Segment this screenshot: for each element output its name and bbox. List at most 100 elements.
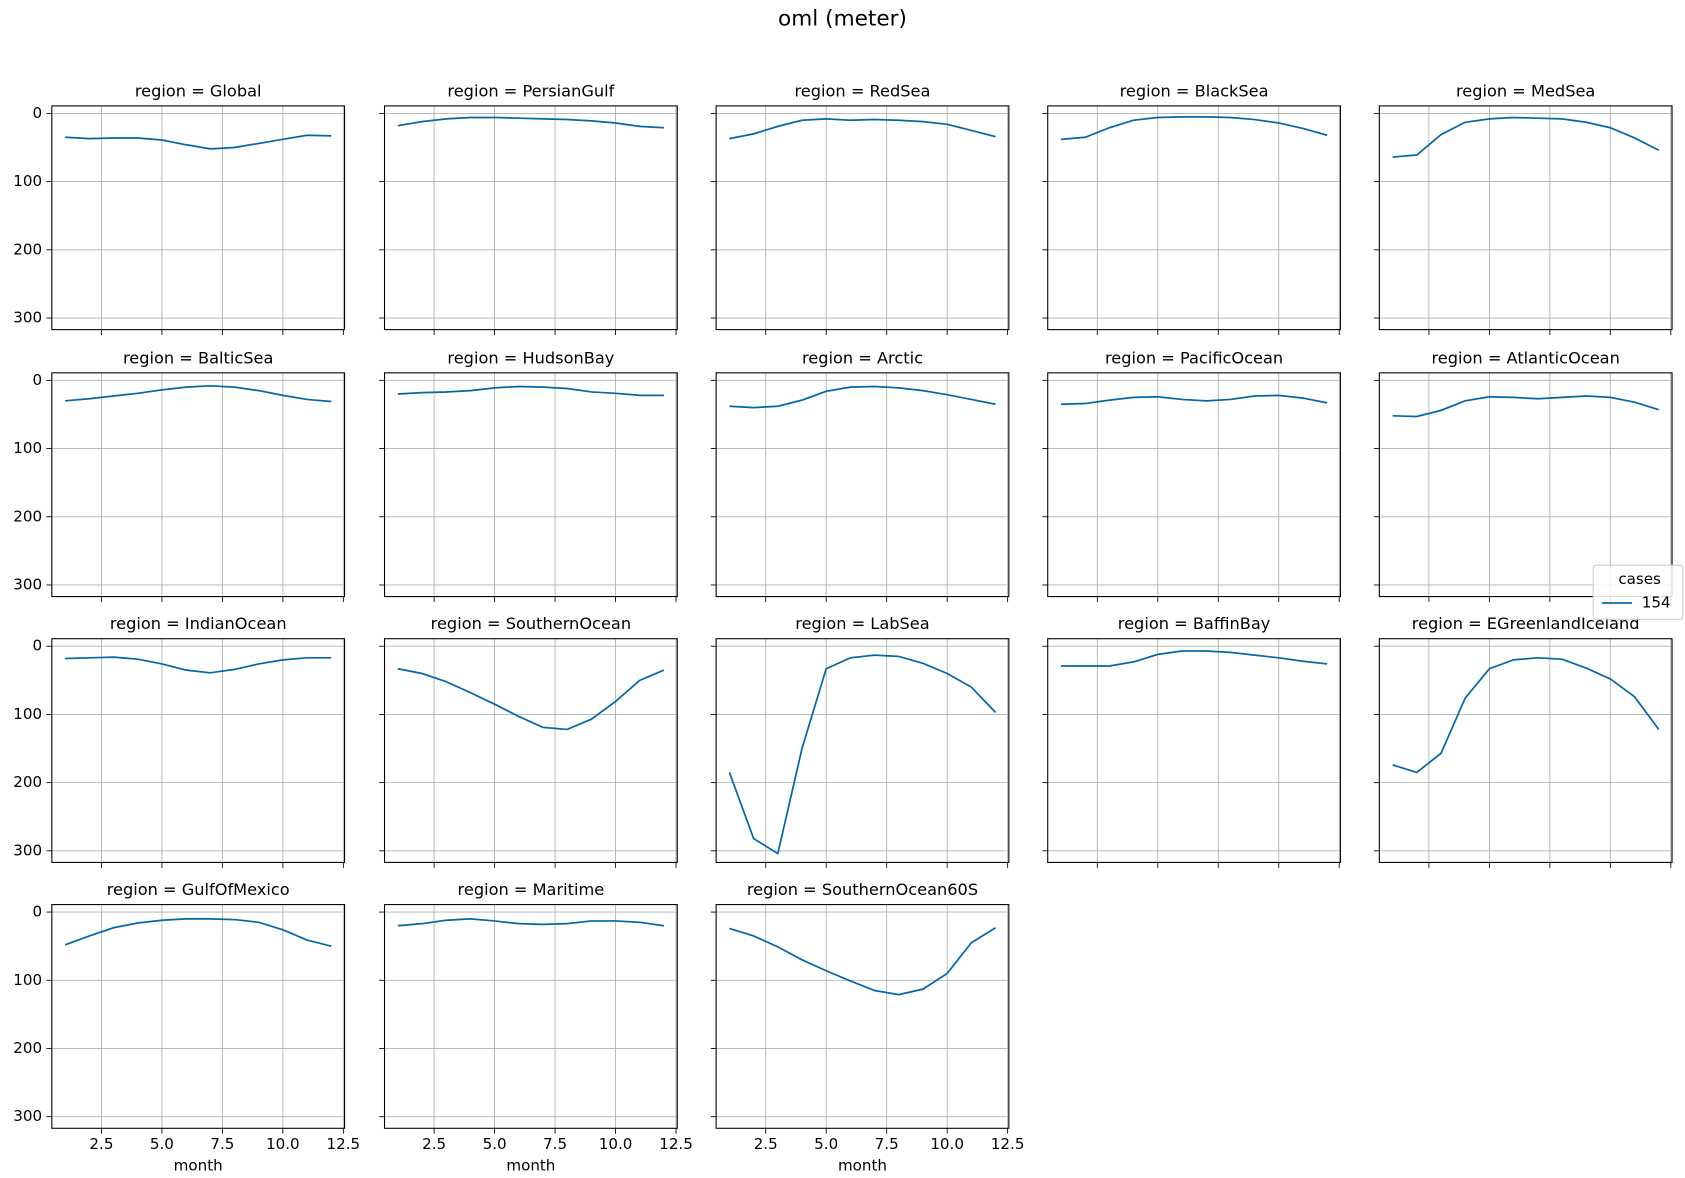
x-tick-label: 7.5 [875,1135,899,1153]
y-tick-label: 200 [13,773,42,791]
panel-frame [1047,372,1341,598]
x-tick-label: 2.5 [422,1135,446,1153]
y-tick-label: 0 [33,637,43,655]
legend: cases 154 [1592,564,1684,620]
legend-label: 154 [1642,594,1671,612]
y-tick-label: 0 [33,371,43,389]
panel-title: region = EGreenlandIceland [1412,614,1640,633]
panel-frame [1378,638,1673,863]
panel-title: region = Arctic [802,348,923,367]
data-line [1392,656,1660,774]
panel: region = IndianOcean 0 100 200 300 [13,614,346,868]
data-line [64,918,332,948]
panel-title: region = BalticSea [123,348,273,367]
data-line [397,918,665,927]
y-tick-label: 0 [33,903,43,921]
y-tick-label: 200 [13,507,42,525]
data-line [729,927,996,996]
panel-title: region = BlackSea [1120,81,1269,100]
panel-frame [51,638,346,863]
x-axis-label: month [174,1157,223,1175]
panel-title: region = Maritime [458,880,605,899]
panel-frame [715,638,1010,863]
panel-title: region = SouthernOcean [431,614,631,633]
panel: region = SouthernOcean60S 2.5 5.0 7.5 10.0 12… [710,880,1025,1175]
x-tick-label: 12.5 [327,1135,361,1153]
panel-title: region = MedSea [1456,81,1595,100]
panel-frame [715,904,1010,1129]
data-line [1392,116,1660,158]
panel: region = Global 0 100 200 300 [13,81,346,336]
panel: region = SouthernOcean [379,614,678,868]
data-line [1060,115,1328,141]
figure-title: oml (meter) [778,6,907,31]
panel-frame [383,904,678,1129]
y-tick-label: 300 [13,309,42,327]
y-tick-label: 100 [13,705,42,723]
panel-frame [1047,105,1341,331]
y-tick-label: 0 [33,104,43,122]
panel: region = EGreenlandIceland [1373,614,1673,868]
panel: region = LabSea [710,614,1010,868]
x-tick-label: 12.5 [991,1135,1025,1153]
x-axis-label: month [506,1157,555,1175]
panel-frame [383,105,678,331]
y-tick-label: 200 [13,1039,42,1057]
y-tick-label: 300 [13,841,42,859]
panel-frame [715,105,1010,331]
panel-title: region = PersianGulf [447,81,614,100]
y-tick-label: 100 [13,971,42,989]
panel-title: region = BaffinBay [1118,614,1271,633]
x-tick-label: 10.0 [930,1135,964,1153]
x-tick-label: 2.5 [754,1135,778,1153]
data-line [397,116,664,129]
x-tick-label: 7.5 [543,1135,567,1153]
data-line [397,667,665,731]
data-line [65,384,332,403]
panel: region = PacificOcean [1042,348,1341,602]
y-tick-label: 100 [13,172,42,190]
panel-title: region = AtlanticOcean [1432,348,1620,367]
panel: region = Maritime 2.5 5.0 7.5 10.0 12.5 month [379,880,693,1175]
panel-title: region = SouthernOcean60S [747,880,978,899]
panel-frame [1378,372,1673,598]
panel-frame [51,372,346,598]
data-line [728,654,997,855]
panel-frame [715,372,1010,598]
legend-title: cases [1618,570,1661,588]
y-tick-label: 100 [13,439,42,457]
panel: region = HudsonBay [379,348,678,602]
x-tick-label: 5.0 [814,1135,838,1153]
x-tick-label: 2.5 [89,1135,113,1153]
x-tick-label: 5.0 [483,1135,507,1153]
panel-title: region = PacificOcean [1105,348,1283,367]
panel-title: region = Global [135,81,262,100]
panel-title: region = IndianOcean [110,614,287,633]
panel: region = AtlanticOcean [1373,348,1673,602]
panel: region = RedSea [710,81,1010,336]
x-tick-label: 12.5 [659,1135,693,1153]
y-tick-label: 200 [13,240,42,258]
data-line [65,134,332,150]
panel-frame [383,372,678,598]
panel-frame [51,105,346,331]
x-tick-label: 10.0 [599,1135,633,1153]
data-line [1061,394,1328,406]
panel-frame [51,904,346,1129]
panel: region = MedSea [1373,81,1673,336]
x-tick-label: 10.0 [266,1135,300,1153]
data-line [65,656,332,674]
data-line [1061,650,1328,667]
panel-title: region = GulfOfMexico [107,880,290,899]
x-axis-label: month [838,1157,887,1175]
data-line [397,385,664,397]
panel-title: region = HudsonBay [447,348,614,367]
x-tick-label: 7.5 [210,1135,234,1153]
panel-title: region = LabSea [795,614,929,633]
y-tick-label: 300 [13,1107,42,1125]
x-tick-label: 5.0 [150,1135,174,1153]
data-line [1392,395,1659,418]
panel: region = GulfOfMexico 2.5 5.0 7.5 10.0 12.5 0 1… [13,880,360,1175]
